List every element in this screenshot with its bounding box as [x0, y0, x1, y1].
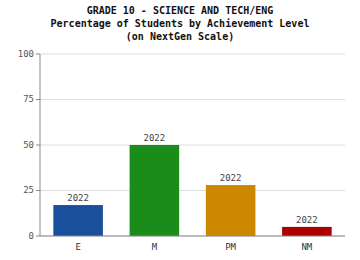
- x-tick-label: E: [75, 242, 80, 252]
- y-tick-label: 75: [23, 94, 34, 104]
- bar-annotation: 2022: [296, 215, 318, 225]
- x-tick-label: NM: [301, 242, 312, 252]
- grid-line: [40, 190, 345, 191]
- y-tick: [36, 190, 40, 191]
- y-tick: [36, 236, 40, 237]
- title-line: GRADE 10 - SCIENCE AND TECH/ENG: [87, 5, 274, 16]
- x-axis: E M PM NM: [40, 236, 345, 252]
- grid-line: [40, 145, 345, 146]
- x-axis-line: [40, 236, 345, 237]
- y-tick: [36, 99, 40, 100]
- grid-line: [40, 99, 345, 100]
- y-tick: [36, 54, 40, 55]
- x-tick-label: PM: [225, 242, 236, 252]
- bar: [53, 205, 103, 236]
- bar-annotation: 2022: [67, 193, 89, 203]
- bar: [206, 185, 256, 236]
- y-tick: [36, 145, 40, 146]
- grid: [40, 54, 345, 236]
- bars: [53, 145, 331, 236]
- x-tick-label: M: [152, 242, 158, 252]
- grid-line: [40, 54, 345, 55]
- title-line: (on NextGen Scale): [126, 31, 234, 42]
- chart-svg: GRADE 10 - SCIENCE AND TECH/ENG Percentag…: [0, 0, 360, 260]
- y-tick-label: 25: [23, 185, 34, 195]
- y-axis-line: [40, 54, 41, 236]
- y-axis: 0 25 50 75 100: [18, 49, 40, 241]
- title: GRADE 10 - SCIENCE AND TECH/ENG Percentag…: [51, 5, 310, 42]
- grid-line: [40, 236, 345, 237]
- chart-container: GRADE 10 - SCIENCE AND TECH/ENG Percentag…: [0, 0, 360, 260]
- title-line: Percentage of Students by Achievement Le…: [51, 18, 310, 29]
- bar: [282, 227, 332, 236]
- annotations: 2022 2022 2022 2022: [67, 133, 317, 225]
- bar: [130, 145, 180, 236]
- y-tick-label: 100: [18, 49, 34, 59]
- bar-annotation: 2022: [144, 133, 166, 143]
- bar-annotation: 2022: [220, 173, 242, 183]
- y-tick-label: 0: [29, 231, 34, 241]
- y-tick-label: 50: [23, 140, 34, 150]
